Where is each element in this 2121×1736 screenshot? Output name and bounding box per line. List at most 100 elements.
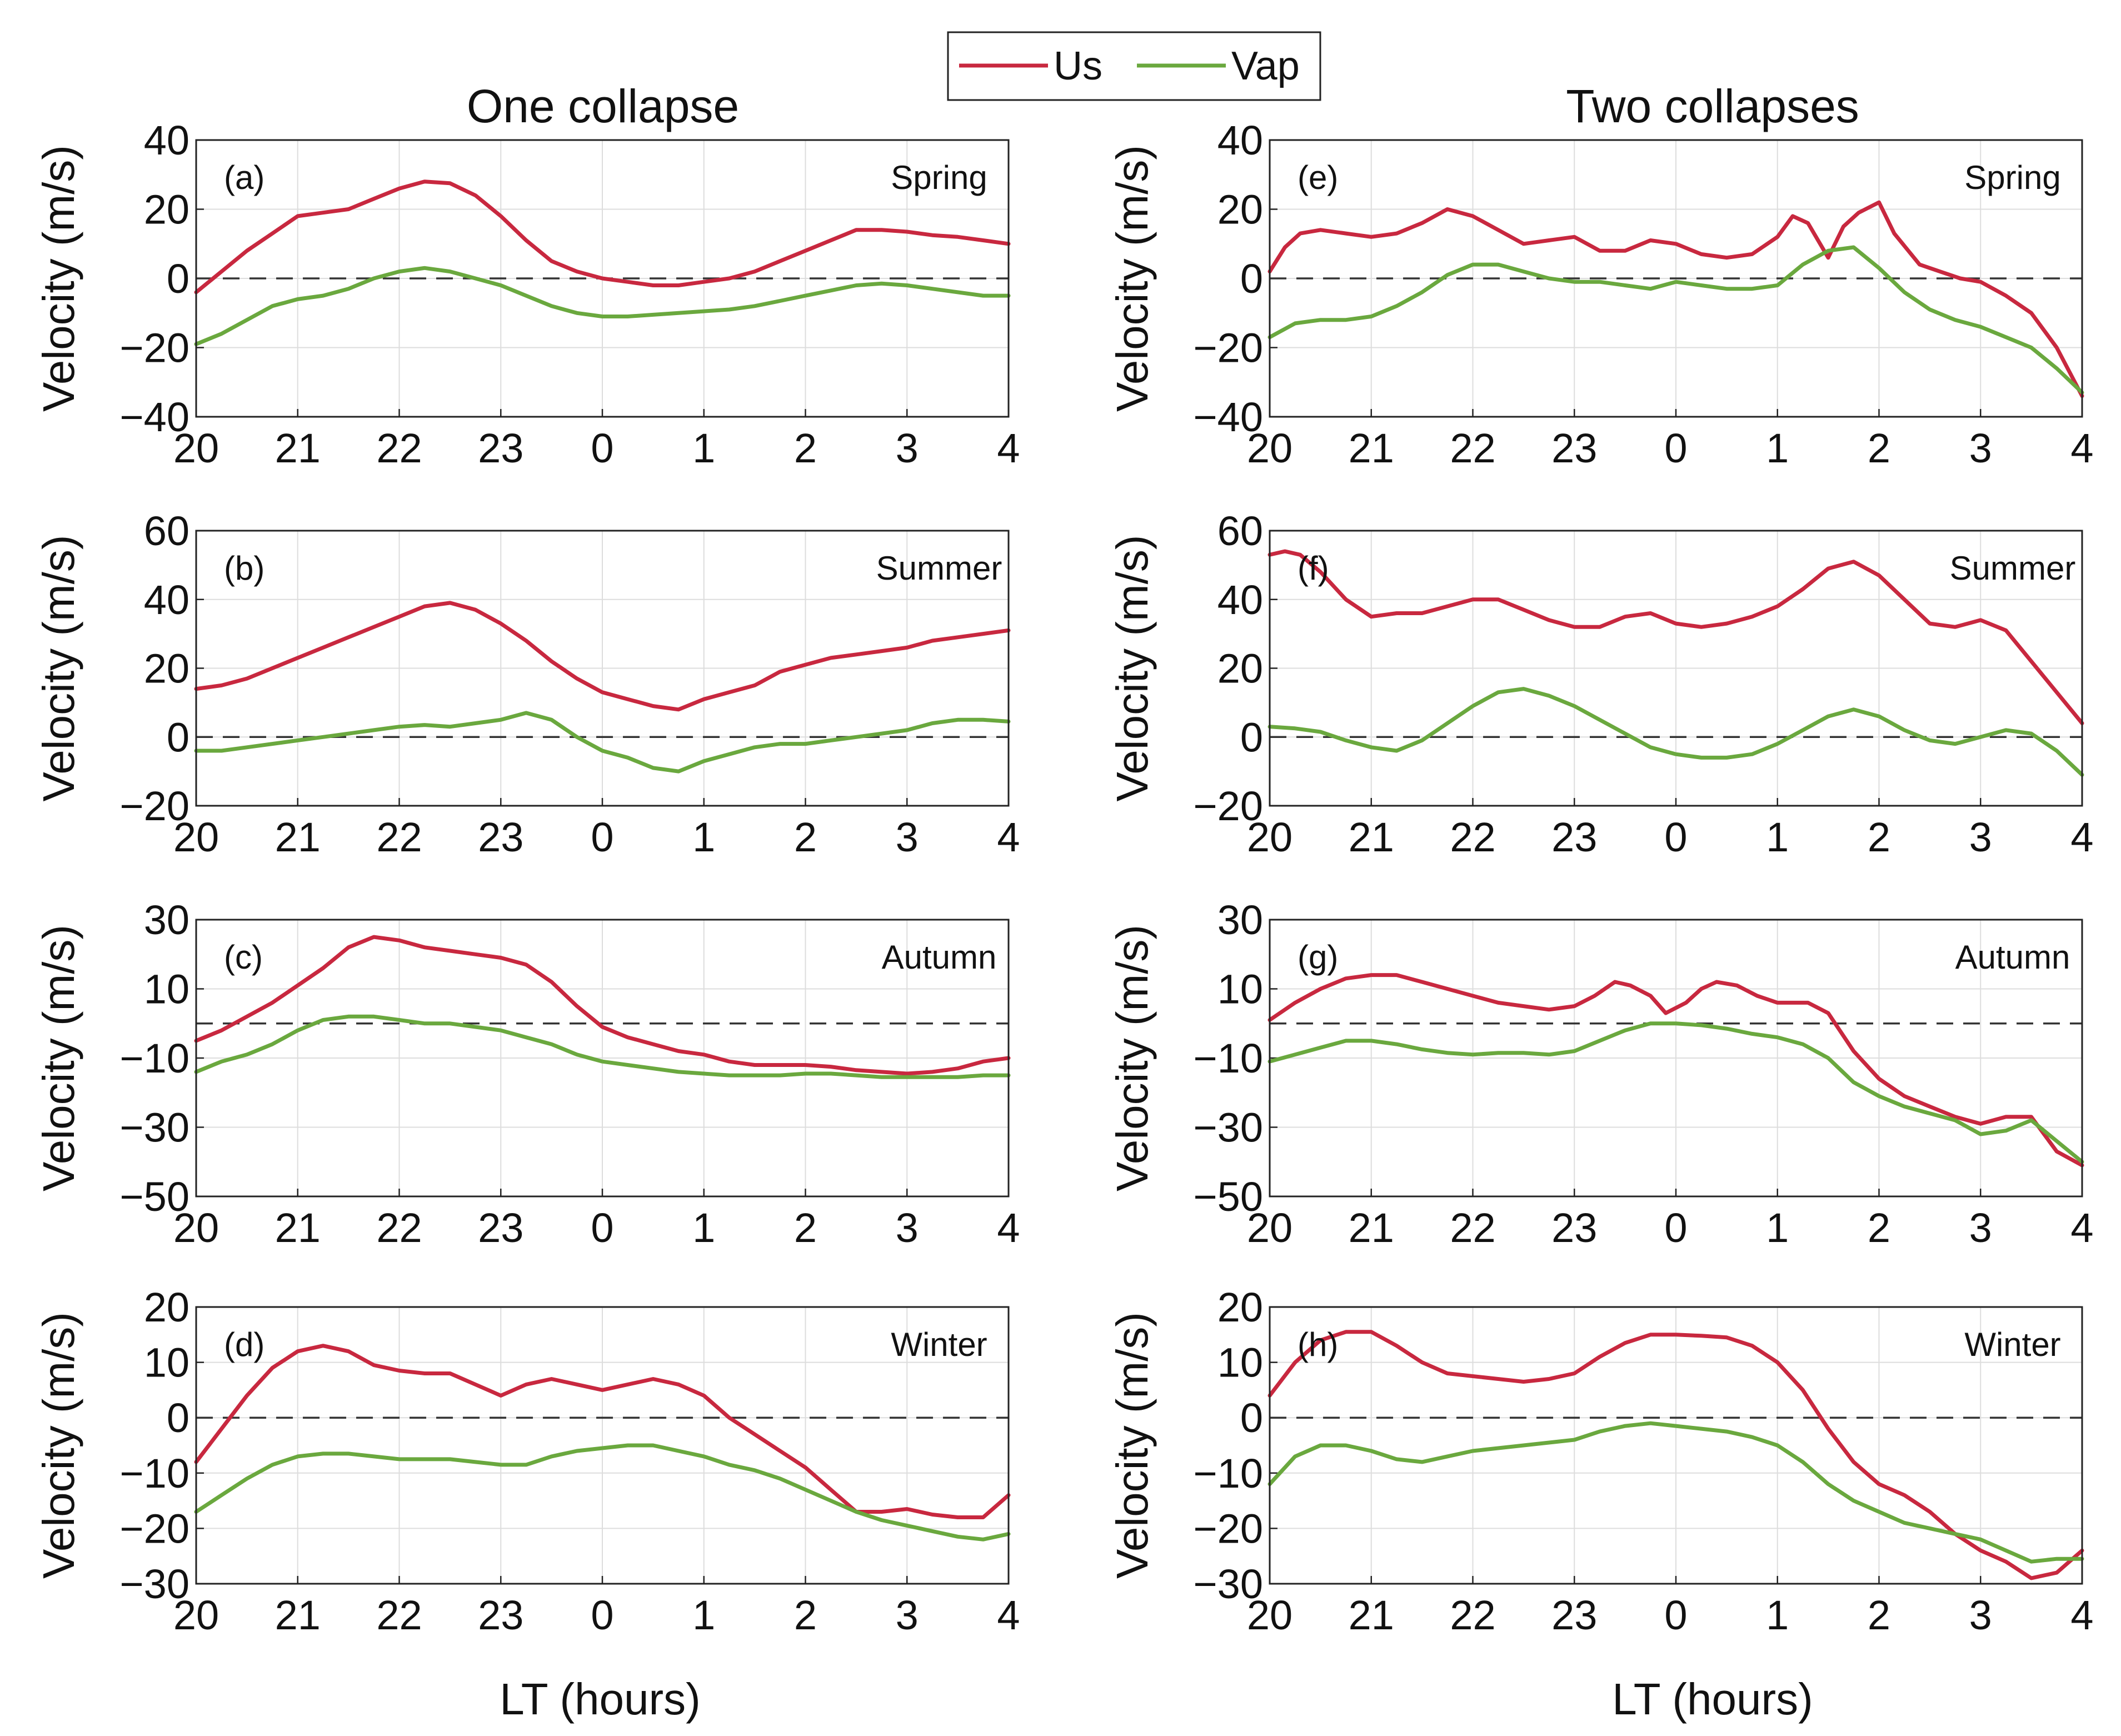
y-tick-label: −30: [119, 1561, 189, 1607]
y-tick-label: 20: [1217, 1284, 1263, 1330]
x-tick-label: 1: [692, 814, 715, 860]
season-label: Summer: [1950, 550, 2076, 587]
y-tick-label: 0: [1240, 256, 1263, 302]
x-tick-label: 4: [997, 1205, 1020, 1251]
axes-frame: [195, 530, 1010, 807]
panel-label: (h): [1297, 1326, 1338, 1363]
x-tick-label: 2: [794, 1592, 817, 1638]
x-tick-label: 0: [591, 425, 613, 471]
panel-label: (g): [1297, 939, 1338, 976]
axes-frame: [1269, 1306, 2083, 1585]
x-tick-label: 2: [794, 1205, 817, 1251]
y-tick-label: −20: [1193, 783, 1263, 829]
x-tick-label: 20: [173, 1205, 219, 1251]
y-tick-label: 60: [144, 508, 189, 554]
y-tick-label: 20: [1217, 646, 1263, 692]
x-tick-label: 4: [997, 814, 1020, 860]
x-tick-label: 0: [1664, 425, 1687, 471]
y-tick-label: 30: [144, 897, 189, 943]
season-label: Spring: [1964, 159, 2060, 196]
x-tick-label: 0: [1664, 1592, 1687, 1638]
y-tick-label: −20: [119, 783, 189, 829]
x-tick-label: 20: [173, 425, 219, 471]
x-tick-label: 3: [1969, 1592, 1992, 1638]
series-line-us: [194, 601, 1011, 712]
axes-frame: [1269, 919, 2083, 1198]
x-tick-label: 21: [1349, 425, 1394, 471]
series-line-vap: [1267, 1021, 2084, 1164]
x-tick-label: 21: [275, 1592, 321, 1638]
x-tick-label: 20: [1247, 1592, 1292, 1638]
panel-label: (b): [224, 550, 264, 587]
series-line-vap: [194, 711, 1011, 774]
legend: Us Vap: [947, 31, 1321, 101]
series-line-vap: [194, 266, 1011, 346]
x-tick-label: 4: [2070, 1205, 2093, 1251]
x-tick-label: 2: [794, 425, 817, 471]
x-tick-label: 0: [591, 1205, 613, 1251]
x-tick-label: 21: [275, 425, 321, 471]
y-tick-label: 40: [144, 577, 189, 623]
x-tick-label: 2: [1868, 1592, 1890, 1638]
legend-label-vap: Vap: [1231, 44, 1300, 88]
panel-label: (e): [1297, 159, 1338, 196]
y-tick-label: 10: [144, 966, 189, 1012]
axes-frame: [195, 139, 1010, 418]
panel-label: (a): [224, 159, 264, 196]
series-line-us: [194, 935, 1011, 1076]
y-tick-label: 10: [1217, 1340, 1263, 1386]
x-tick-label: 1: [1766, 814, 1789, 860]
x-tick-label: 23: [1551, 814, 1597, 860]
series-line-us: [194, 179, 1011, 295]
x-tick-label: 1: [1766, 425, 1789, 471]
x-tick-label: 20: [173, 1592, 219, 1638]
legend-label-us: Us: [1054, 44, 1102, 88]
x-tick-label: 3: [896, 814, 919, 860]
x-tick-label: 3: [896, 1592, 919, 1638]
y-tick-label: −20: [119, 325, 189, 371]
y-tick-label: 40: [1217, 577, 1263, 623]
y-tick-label: 0: [167, 256, 189, 302]
y-tick-label: −20: [1193, 1505, 1263, 1552]
y-tick-label: −10: [119, 1035, 189, 1081]
series-line-vap: [1267, 687, 2084, 777]
y-axis-label: Velocity (m/s): [1107, 145, 1157, 412]
axes-frame: [195, 919, 1010, 1198]
x-tick-label: 21: [1349, 1592, 1394, 1638]
y-tick-label: 20: [144, 187, 189, 233]
y-axis-label: Velocity (m/s): [34, 535, 83, 801]
x-tick-label: 22: [1450, 1592, 1495, 1638]
y-tick-label: −30: [1193, 1105, 1263, 1151]
y-axis-label: Velocity (m/s): [1107, 1312, 1157, 1579]
x-tick-label: 0: [1664, 814, 1687, 860]
x-tick-label: 22: [376, 425, 422, 471]
x-tick-label: 21: [275, 1205, 321, 1251]
season-label: Autumn: [882, 939, 997, 976]
y-tick-label: 10: [1217, 966, 1263, 1012]
y-tick-label: −30: [119, 1105, 189, 1151]
x-tick-label: 23: [1551, 1205, 1597, 1251]
x-tick-label: 2: [1868, 1205, 1890, 1251]
panel-label: (c): [224, 939, 263, 976]
x-tick-label: 1: [1766, 1592, 1789, 1638]
x-tick-label: 0: [1664, 1205, 1687, 1251]
y-axis-label: Velocity (m/s): [34, 145, 83, 412]
x-tick-label: 20: [1247, 814, 1292, 860]
x-tick-label: 4: [997, 425, 1020, 471]
y-tick-label: 10: [144, 1340, 189, 1386]
season-label: Winter: [1964, 1326, 2060, 1363]
x-tick-label: 1: [692, 1592, 715, 1638]
series-line-us: [1267, 973, 2084, 1168]
x-tick-label: 22: [1450, 425, 1495, 471]
x-tick-label: 0: [591, 1592, 613, 1638]
y-tick-label: 40: [1217, 117, 1263, 163]
x-tick-label: 3: [1969, 425, 1992, 471]
x-tick-label: 4: [2070, 425, 2093, 471]
series-line-us: [1267, 200, 2084, 398]
